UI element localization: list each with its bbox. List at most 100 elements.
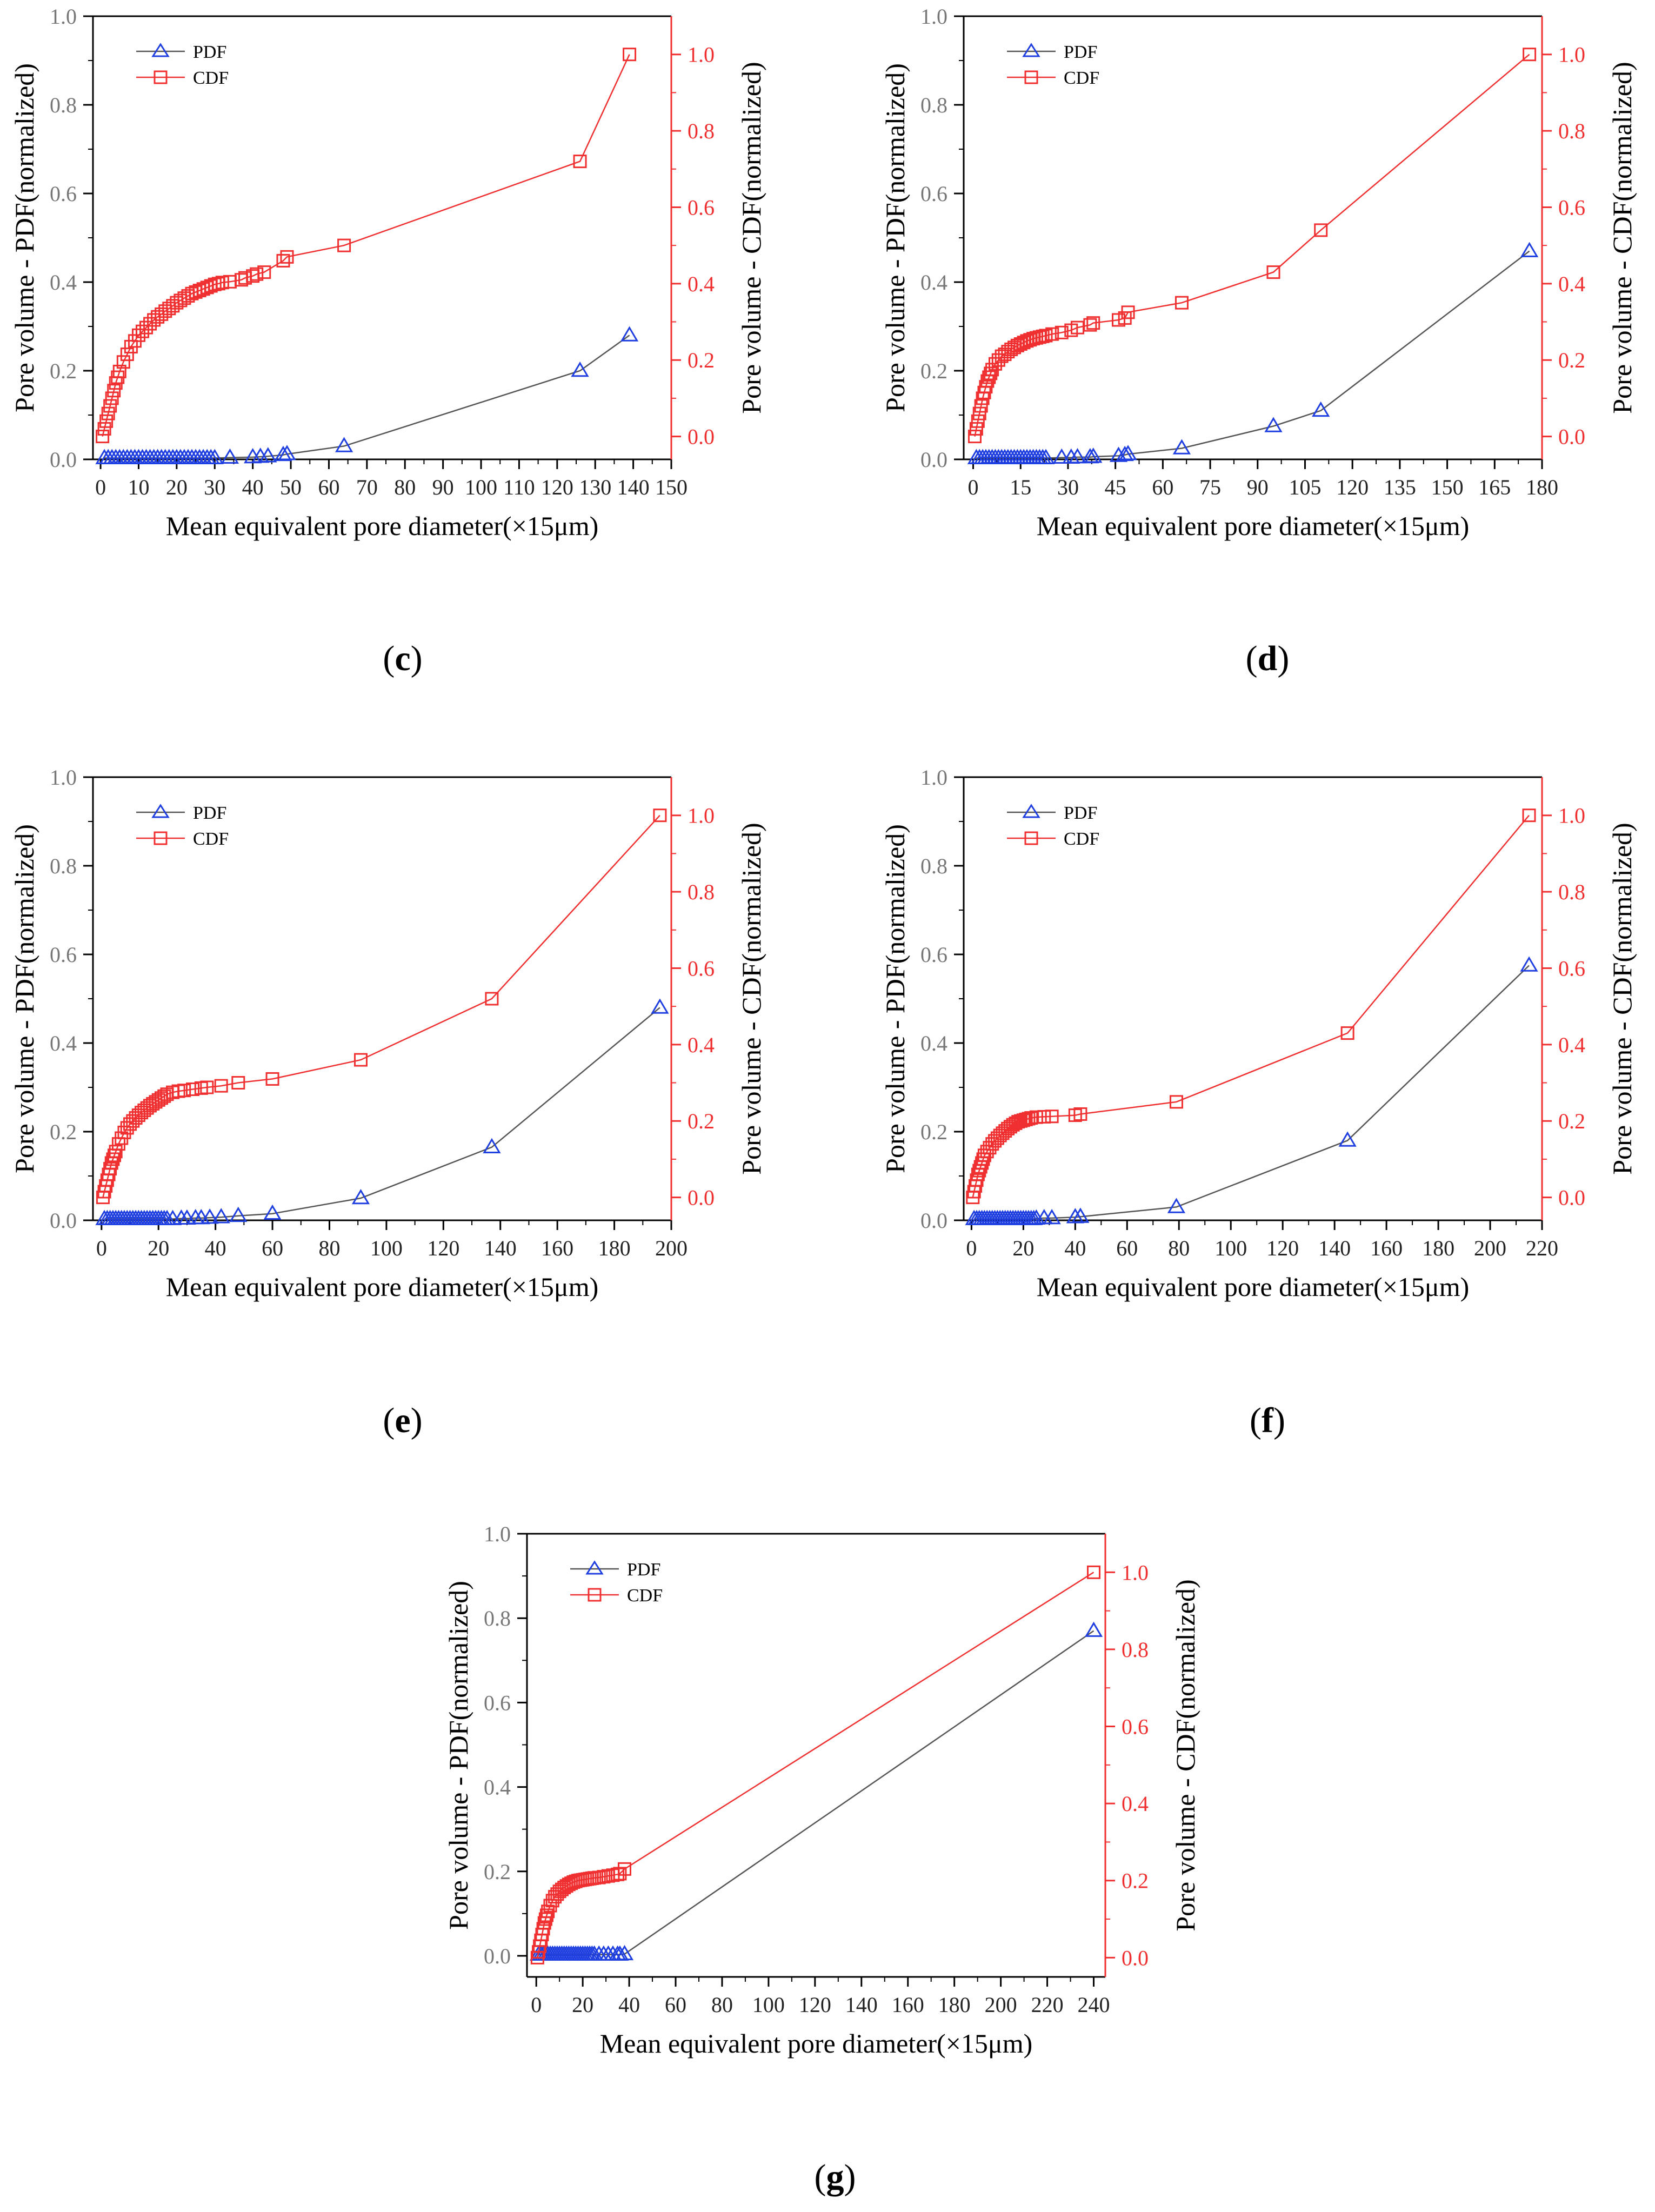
y-tick-label: 0.6 bbox=[920, 943, 947, 967]
y-tick-label: 0.4 bbox=[920, 270, 947, 295]
y-tick-label: 1.0 bbox=[50, 765, 77, 790]
x-tick-label: 100 bbox=[1214, 1236, 1247, 1260]
y2-tick-label: 0.2 bbox=[1122, 1869, 1149, 1893]
y2-tick-label: 0.0 bbox=[1558, 1186, 1585, 1210]
data-point-cdf bbox=[967, 430, 982, 444]
legend-marker-cdf bbox=[154, 70, 168, 84]
data-point-cdf bbox=[105, 391, 119, 405]
x-tick-label: 140 bbox=[617, 475, 650, 499]
panel-label-open: ( bbox=[383, 639, 395, 678]
data-point-pdf bbox=[263, 1204, 282, 1220]
data-point-cdf bbox=[984, 366, 998, 380]
x-tick-label: 220 bbox=[1031, 1993, 1064, 2017]
data-point-pdf bbox=[1006, 1209, 1025, 1225]
x-tick-label: 30 bbox=[1057, 475, 1079, 499]
data-point-pdf bbox=[1084, 447, 1103, 463]
data-point-cdf bbox=[214, 1079, 228, 1093]
panel-label-open: ( bbox=[1250, 1401, 1262, 1440]
x-tick-label: 100 bbox=[370, 1236, 403, 1260]
data-point-cdf bbox=[1045, 1110, 1059, 1124]
data-point-pdf bbox=[351, 1189, 370, 1205]
x-tick-label: 80 bbox=[318, 1236, 340, 1260]
x-axis-label: Mean equivalent pore diameter(×15μm) bbox=[1037, 1272, 1470, 1302]
x-tick-label: 130 bbox=[579, 475, 611, 499]
panel-label: (f) bbox=[1250, 1401, 1285, 1440]
y-tick-label: 0.8 bbox=[50, 93, 77, 117]
data-point-cdf bbox=[131, 328, 145, 342]
data-point-cdf bbox=[969, 422, 983, 436]
data-point-pdf bbox=[1172, 439, 1191, 455]
y2-tick-label: 0.8 bbox=[1122, 1638, 1149, 1662]
panel-label-close: ) bbox=[1277, 639, 1289, 678]
data-point-pdf bbox=[212, 1208, 230, 1224]
legend-label-cdf: CDF bbox=[1064, 68, 1099, 88]
y-tick-label: 0.2 bbox=[484, 1860, 511, 1884]
data-point-pdf bbox=[1011, 1209, 1030, 1225]
x-tick-label: 40 bbox=[205, 1236, 226, 1260]
x-tick-label: 80 bbox=[711, 1993, 733, 2017]
x-axis-label: Mean equivalent pore diameter(×15μm) bbox=[600, 2028, 1033, 2059]
data-point-pdf bbox=[970, 1209, 989, 1225]
data-point-pdf bbox=[980, 1209, 999, 1225]
data-point-cdf bbox=[250, 267, 264, 281]
data-point-pdf bbox=[274, 445, 292, 462]
panel-label-close: ) bbox=[844, 2157, 856, 2197]
x-tick-label: 60 bbox=[665, 1993, 686, 2017]
data-point-cdf bbox=[353, 1053, 368, 1067]
data-point-pdf bbox=[972, 1209, 991, 1225]
y2-tick-label: 0.2 bbox=[688, 1109, 715, 1133]
data-point-cdf bbox=[1121, 305, 1135, 319]
data-point-cdf bbox=[1086, 316, 1100, 330]
y-tick-label: 0.4 bbox=[50, 270, 77, 295]
data-point-cdf bbox=[1073, 1107, 1087, 1121]
y2-tick-label: 0.8 bbox=[1558, 880, 1585, 904]
y2-tick-label: 1.0 bbox=[1122, 1560, 1149, 1585]
y2-tick-label: 1.0 bbox=[688, 804, 715, 828]
y2-tick-label: 0.0 bbox=[688, 425, 715, 449]
data-point-pdf bbox=[1017, 1209, 1035, 1225]
y-tick-label: 0.4 bbox=[484, 1775, 511, 1800]
x-tick-label: 240 bbox=[1078, 1993, 1110, 2017]
data-point-cdf bbox=[170, 296, 184, 310]
y2-axis-label: Pore volume - CDF(normalized) bbox=[736, 823, 766, 1174]
data-point-pdf bbox=[1520, 956, 1538, 972]
series-line-cdf bbox=[974, 54, 1530, 437]
data-point-cdf bbox=[200, 1080, 214, 1094]
x-tick-label: 20 bbox=[166, 475, 188, 499]
y2-tick-label: 0.6 bbox=[688, 195, 715, 219]
x-tick-label: 40 bbox=[1064, 1236, 1086, 1260]
series-line-pdf bbox=[104, 1007, 660, 1220]
y-tick-label: 0.2 bbox=[50, 359, 77, 383]
data-point-cdf bbox=[101, 406, 115, 420]
x-tick-label: 140 bbox=[484, 1236, 517, 1260]
x-tick-label: 120 bbox=[427, 1236, 459, 1260]
panel-label-close: ) bbox=[411, 639, 423, 678]
x-tick-label: 80 bbox=[394, 475, 416, 499]
data-point-pdf bbox=[1037, 449, 1055, 464]
chart-c: 0.0 0.2 0.4 0.6 0.8 1.0 0.0 0.2 0.4 0.6 0.8 1.0 0 10 2… bbox=[9, 4, 766, 678]
y2-tick-label: 1.0 bbox=[688, 43, 715, 67]
data-point-pdf bbox=[1264, 417, 1283, 432]
y2-axis-label: Pore volume - CDF(normalized) bbox=[736, 62, 766, 413]
data-point-cdf bbox=[265, 1072, 279, 1086]
y2-tick-label: 1.0 bbox=[1558, 43, 1585, 67]
data-point-cdf bbox=[540, 1908, 554, 1922]
x-tick-label: 60 bbox=[262, 1236, 283, 1260]
x-axis-label: Mean equivalent pore diameter(×15μm) bbox=[166, 511, 599, 541]
x-tick-label: 160 bbox=[541, 1236, 573, 1260]
legend-marker-pdf bbox=[1022, 43, 1040, 57]
data-point-cdf bbox=[1522, 808, 1536, 823]
data-point-pdf bbox=[278, 445, 296, 460]
data-point-pdf bbox=[483, 1138, 501, 1153]
data-point-cdf bbox=[543, 1899, 557, 1913]
x-tick-label: 20 bbox=[572, 1993, 593, 2017]
y2-tick-label: 0.4 bbox=[1122, 1792, 1149, 1816]
x-tick-label: 15 bbox=[1010, 475, 1031, 499]
y2-axis-label: Pore volume - CDF(normalized) bbox=[1607, 62, 1637, 413]
x-tick-label: 0 bbox=[95, 475, 106, 499]
data-point-cdf bbox=[139, 320, 154, 335]
data-point-cdf bbox=[1045, 327, 1059, 341]
data-point-cdf bbox=[613, 1867, 627, 1881]
data-point-cdf bbox=[136, 324, 150, 338]
y-tick-label: 0.8 bbox=[50, 854, 77, 878]
